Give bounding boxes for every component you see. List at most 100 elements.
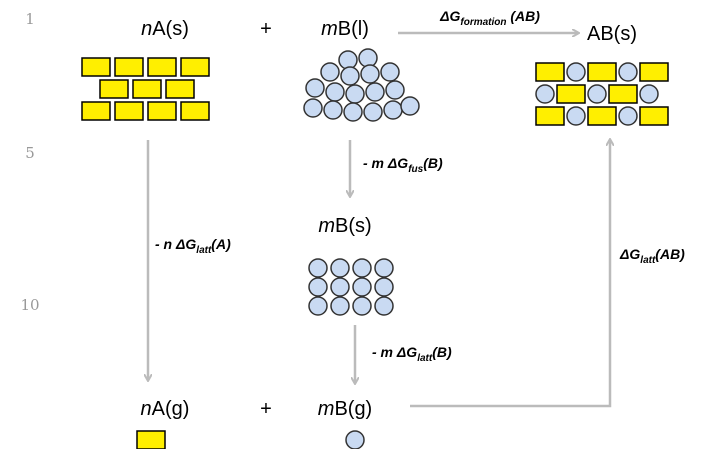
ball (325, 82, 345, 102)
ball (340, 66, 360, 86)
formula: AB(s) (587, 23, 637, 45)
symbol: ΔG (439, 8, 460, 24)
brick (114, 101, 144, 121)
species: mB(s) (318, 215, 371, 237)
coefficient: m (318, 398, 335, 420)
suffix: (AB) (655, 246, 685, 262)
coefficient: n (141, 18, 152, 40)
ball (374, 277, 394, 297)
ball (374, 296, 394, 316)
species: AB(s) (587, 23, 637, 45)
suffix: (AB) (506, 8, 540, 24)
formula: B(l) (338, 18, 369, 40)
subscript: fus (408, 164, 423, 175)
subscript: latt (417, 353, 433, 364)
ball (345, 84, 365, 104)
brick (535, 62, 565, 82)
arrow-label: - m ΔGfus(B) (363, 155, 443, 175)
ball (639, 84, 659, 104)
ball (308, 277, 328, 297)
brick (180, 57, 210, 77)
suffix: (B) (432, 344, 452, 360)
brick (535, 106, 565, 126)
arrow-label: - m ΔGlatt(B) (372, 344, 452, 364)
ball (323, 100, 343, 120)
brick (99, 79, 129, 99)
species: nA(s) (141, 18, 189, 40)
symbol: ΔG (619, 246, 640, 262)
ball (330, 258, 350, 278)
ball (308, 258, 328, 278)
brick (165, 79, 195, 99)
brick (81, 57, 111, 77)
formula: A(g) (152, 398, 190, 420)
plus: + (260, 18, 272, 40)
brick (587, 62, 617, 82)
brick (639, 62, 669, 82)
species: nA(g) (141, 398, 190, 420)
ball (380, 62, 400, 82)
coefficient: m (318, 215, 335, 237)
ball (303, 98, 323, 118)
ball (587, 84, 607, 104)
ball (385, 80, 405, 100)
species: mB(g) (318, 398, 372, 420)
brick (180, 101, 210, 121)
prefix: - m (372, 344, 397, 360)
symbol: ΔG (175, 236, 196, 252)
arrow (410, 140, 610, 408)
suffix: (A) (211, 236, 231, 252)
brick (147, 101, 177, 121)
ball (343, 102, 363, 122)
formula: B(g) (334, 398, 372, 420)
ball (360, 64, 380, 84)
brick (114, 57, 144, 77)
brick (587, 106, 617, 126)
ball (358, 48, 378, 68)
formula: B(s) (335, 215, 372, 237)
ball (308, 296, 328, 316)
ball (352, 296, 372, 316)
brick (556, 84, 586, 104)
ball (352, 277, 372, 297)
formula: A(s) (152, 18, 189, 40)
ball (566, 106, 586, 126)
brick (81, 101, 111, 121)
ball (365, 82, 385, 102)
ball (374, 258, 394, 278)
brick (132, 79, 162, 99)
arrow-label: ΔGlatt(AB) (619, 246, 685, 266)
symbol: ΔG (387, 155, 408, 171)
ball (330, 277, 350, 297)
ball (330, 296, 350, 316)
symbol: ΔG (396, 344, 417, 360)
ball (618, 106, 638, 126)
line-number: 5 (25, 144, 35, 162)
suffix: (B) (423, 155, 443, 171)
brick (608, 84, 638, 104)
ball (535, 84, 555, 104)
subscript: latt (196, 245, 212, 256)
ball (305, 78, 325, 98)
ball (383, 100, 403, 120)
ball (566, 62, 586, 82)
subscript: formation (460, 17, 506, 28)
line-number: 1 (25, 10, 35, 28)
ball (320, 62, 340, 82)
ball (618, 62, 638, 82)
particles (81, 48, 669, 449)
plus: + (260, 398, 272, 420)
ball (400, 96, 420, 116)
ball (345, 430, 365, 449)
species: mB(l) (321, 18, 369, 40)
brick (147, 57, 177, 77)
brick (639, 106, 669, 126)
ball (338, 50, 358, 70)
brick (136, 430, 166, 449)
ball (352, 258, 372, 278)
subscript: latt (640, 255, 656, 266)
coefficient: n (141, 398, 152, 420)
arrow-label: - n ΔGlatt(A) (155, 236, 231, 256)
arrow-label: ΔGformation (AB) (439, 8, 540, 28)
